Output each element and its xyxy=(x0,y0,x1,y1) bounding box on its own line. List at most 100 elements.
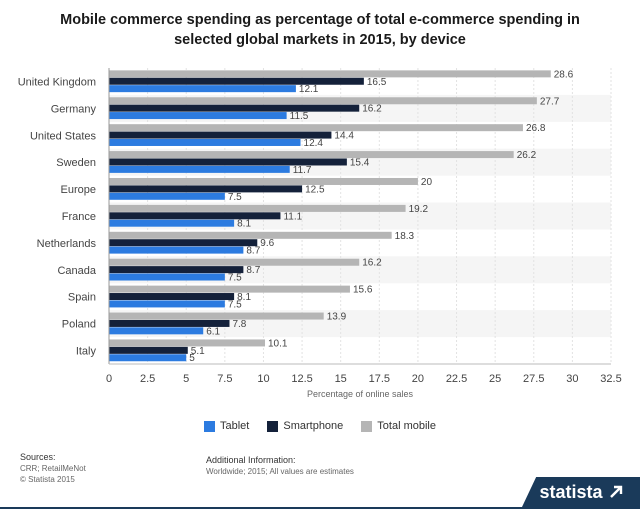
chart-title-line-2: selected global markets in 2015, by devi… xyxy=(174,32,466,48)
x-tick-label: 30 xyxy=(566,373,578,385)
additional-info-title: Additional Information: xyxy=(206,455,296,465)
chart-legend: Tablet Smartphone Total mobile xyxy=(0,420,640,432)
statista-arrow-icon xyxy=(609,485,622,498)
category-label-france: France xyxy=(62,211,96,223)
data-label-tablet-united-kingdom: 12.1 xyxy=(299,84,319,95)
bar-smartphone-sweden[interactable] xyxy=(109,158,347,166)
data-label-tablet-netherlands: 8.7 xyxy=(246,246,260,257)
data-label-tablet-poland: 6.1 xyxy=(206,326,220,337)
bar-total-mobile-spain[interactable] xyxy=(109,285,350,293)
x-tick-label: 22.5 xyxy=(446,373,467,385)
data-label-smartphone-europe: 12.5 xyxy=(305,184,325,195)
bar-smartphone-france[interactable] xyxy=(109,212,281,220)
data-label-tablet-germany: 11.5 xyxy=(290,111,309,122)
data-label-smartphone-poland: 7.8 xyxy=(232,319,246,330)
bar-tablet-spain[interactable] xyxy=(109,300,225,308)
bar-tablet-sweden[interactable] xyxy=(109,165,290,173)
legend-item-smartphone[interactable]: Smartphone xyxy=(267,420,343,432)
bar-total-mobile-germany[interactable] xyxy=(109,97,537,105)
category-label-sweden: Sweden xyxy=(56,157,96,169)
bar-tablet-canada[interactable] xyxy=(109,273,225,281)
x-tick-label: 32.5 xyxy=(600,373,621,385)
bar-smartphone-europe[interactable] xyxy=(109,185,303,193)
category-label-canada: Canada xyxy=(57,265,96,277)
bar-total-mobile-netherlands[interactable] xyxy=(109,231,392,239)
x-tick-label: 17.5 xyxy=(369,373,390,385)
bar-total-mobile-italy[interactable] xyxy=(109,339,266,347)
bar-smartphone-spain[interactable] xyxy=(109,293,235,301)
bar-total-mobile-canada[interactable] xyxy=(109,258,360,266)
bar-smartphone-poland[interactable] xyxy=(109,319,230,327)
data-label-tablet-sweden: 11.7 xyxy=(293,165,312,176)
chart-title-line-1: Mobile commerce spending as percentage o… xyxy=(60,12,580,28)
category-label-europe: Europe xyxy=(61,184,96,196)
chart-title: Mobile commerce spending as percentage o… xyxy=(40,10,600,50)
x-tick-label: 0 xyxy=(106,373,112,385)
data-label-tablet-italy: 5 xyxy=(189,353,195,364)
legend-item-tablet[interactable]: Tablet xyxy=(204,420,249,432)
bar-tablet-united-kingdom[interactable] xyxy=(109,85,296,93)
bar-total-mobile-europe[interactable] xyxy=(109,177,418,185)
data-label-smartphone-germany: 16.2 xyxy=(362,104,382,115)
source-line-1[interactable]: CRR; RetailMeNot xyxy=(20,464,86,473)
data-label-tablet-canada: 7.5 xyxy=(228,273,242,284)
bar-total-mobile-united-states[interactable] xyxy=(109,124,523,132)
x-tick-label: 10 xyxy=(257,373,269,385)
category-label-poland: Poland xyxy=(62,319,96,331)
legend-label-tablet: Tablet xyxy=(220,420,250,432)
bar-tablet-france[interactable] xyxy=(109,219,235,227)
data-label-tablet-europe: 7.5 xyxy=(228,192,242,203)
source-line-2: © Statista 2015 xyxy=(20,475,75,484)
bar-total-mobile-united-kingdom[interactable] xyxy=(109,70,551,78)
data-label-smartphone-italy: 5.1 xyxy=(191,346,205,357)
bar-tablet-united-states[interactable] xyxy=(109,138,301,146)
legend-swatch-smartphone xyxy=(267,420,279,432)
x-tick-label: 2.5 xyxy=(140,373,155,385)
x-tick-label: 15 xyxy=(335,373,347,385)
x-tick-label: 5 xyxy=(183,373,189,385)
bar-tablet-italy[interactable] xyxy=(109,354,187,362)
bar-tablet-germany[interactable] xyxy=(109,112,287,120)
x-tick-label: 27.5 xyxy=(523,373,544,385)
bar-smartphone-canada[interactable] xyxy=(109,266,244,274)
category-label-italy: Italy xyxy=(76,346,97,358)
data-label-smartphone-sweden: 15.4 xyxy=(350,157,370,168)
additional-info-text: Worldwide; 2015; All values are estimate… xyxy=(206,467,354,476)
bar-smartphone-italy[interactable] xyxy=(109,346,188,354)
statista-logo[interactable]: statista xyxy=(522,477,640,507)
data-label-smartphone-netherlands: 9.6 xyxy=(260,238,274,249)
data-label-total-mobile-united-kingdom: 28.6 xyxy=(554,69,574,80)
bar-total-mobile-poland[interactable] xyxy=(109,312,324,320)
data-label-total-mobile-germany: 27.7 xyxy=(540,96,560,107)
x-tick-label: 25 xyxy=(489,373,501,385)
data-label-total-mobile-netherlands: 18.3 xyxy=(395,231,415,242)
bar-smartphone-united-kingdom[interactable] xyxy=(109,77,364,85)
legend-label-smartphone: Smartphone xyxy=(283,420,344,432)
data-label-total-mobile-united-states: 26.8 xyxy=(526,123,546,134)
bar-tablet-poland[interactable] xyxy=(109,327,204,335)
statista-logo-text: statista xyxy=(539,481,603,502)
data-label-smartphone-united-states: 14.4 xyxy=(334,131,354,142)
data-label-total-mobile-canada: 16.2 xyxy=(362,258,382,269)
legend-label-total-mobile: Total mobile xyxy=(377,420,436,432)
category-label-spain: Spain xyxy=(68,292,96,304)
data-label-tablet-united-states: 12.4 xyxy=(304,138,324,149)
bar-total-mobile-sweden[interactable] xyxy=(109,151,514,159)
category-label-germany: Germany xyxy=(51,103,97,115)
data-label-total-mobile-poland: 13.9 xyxy=(327,312,347,323)
data-label-total-mobile-france: 19.2 xyxy=(409,204,429,215)
bar-tablet-netherlands[interactable] xyxy=(109,246,244,254)
bar-chart: United Kingdom 28.6 16.5 12.1 Germany 27.7 16.… xyxy=(18,68,622,399)
category-label-netherlands: Netherlands xyxy=(37,238,97,250)
bar-smartphone-netherlands[interactable] xyxy=(109,239,258,247)
bar-total-mobile-france[interactable] xyxy=(109,204,406,212)
legend-item-total-mobile[interactable]: Total mobile xyxy=(361,420,436,432)
footer-bar xyxy=(0,507,640,509)
bar-smartphone-germany[interactable] xyxy=(109,104,360,112)
category-label-united-kingdom: United Kingdom xyxy=(18,76,96,88)
x-tick-label: 12.5 xyxy=(291,373,312,385)
bar-smartphone-united-states[interactable] xyxy=(109,131,332,139)
bar-tablet-europe[interactable] xyxy=(109,192,225,200)
data-label-smartphone-united-kingdom: 16.5 xyxy=(367,77,387,88)
sources-title: Sources: xyxy=(20,452,56,462)
